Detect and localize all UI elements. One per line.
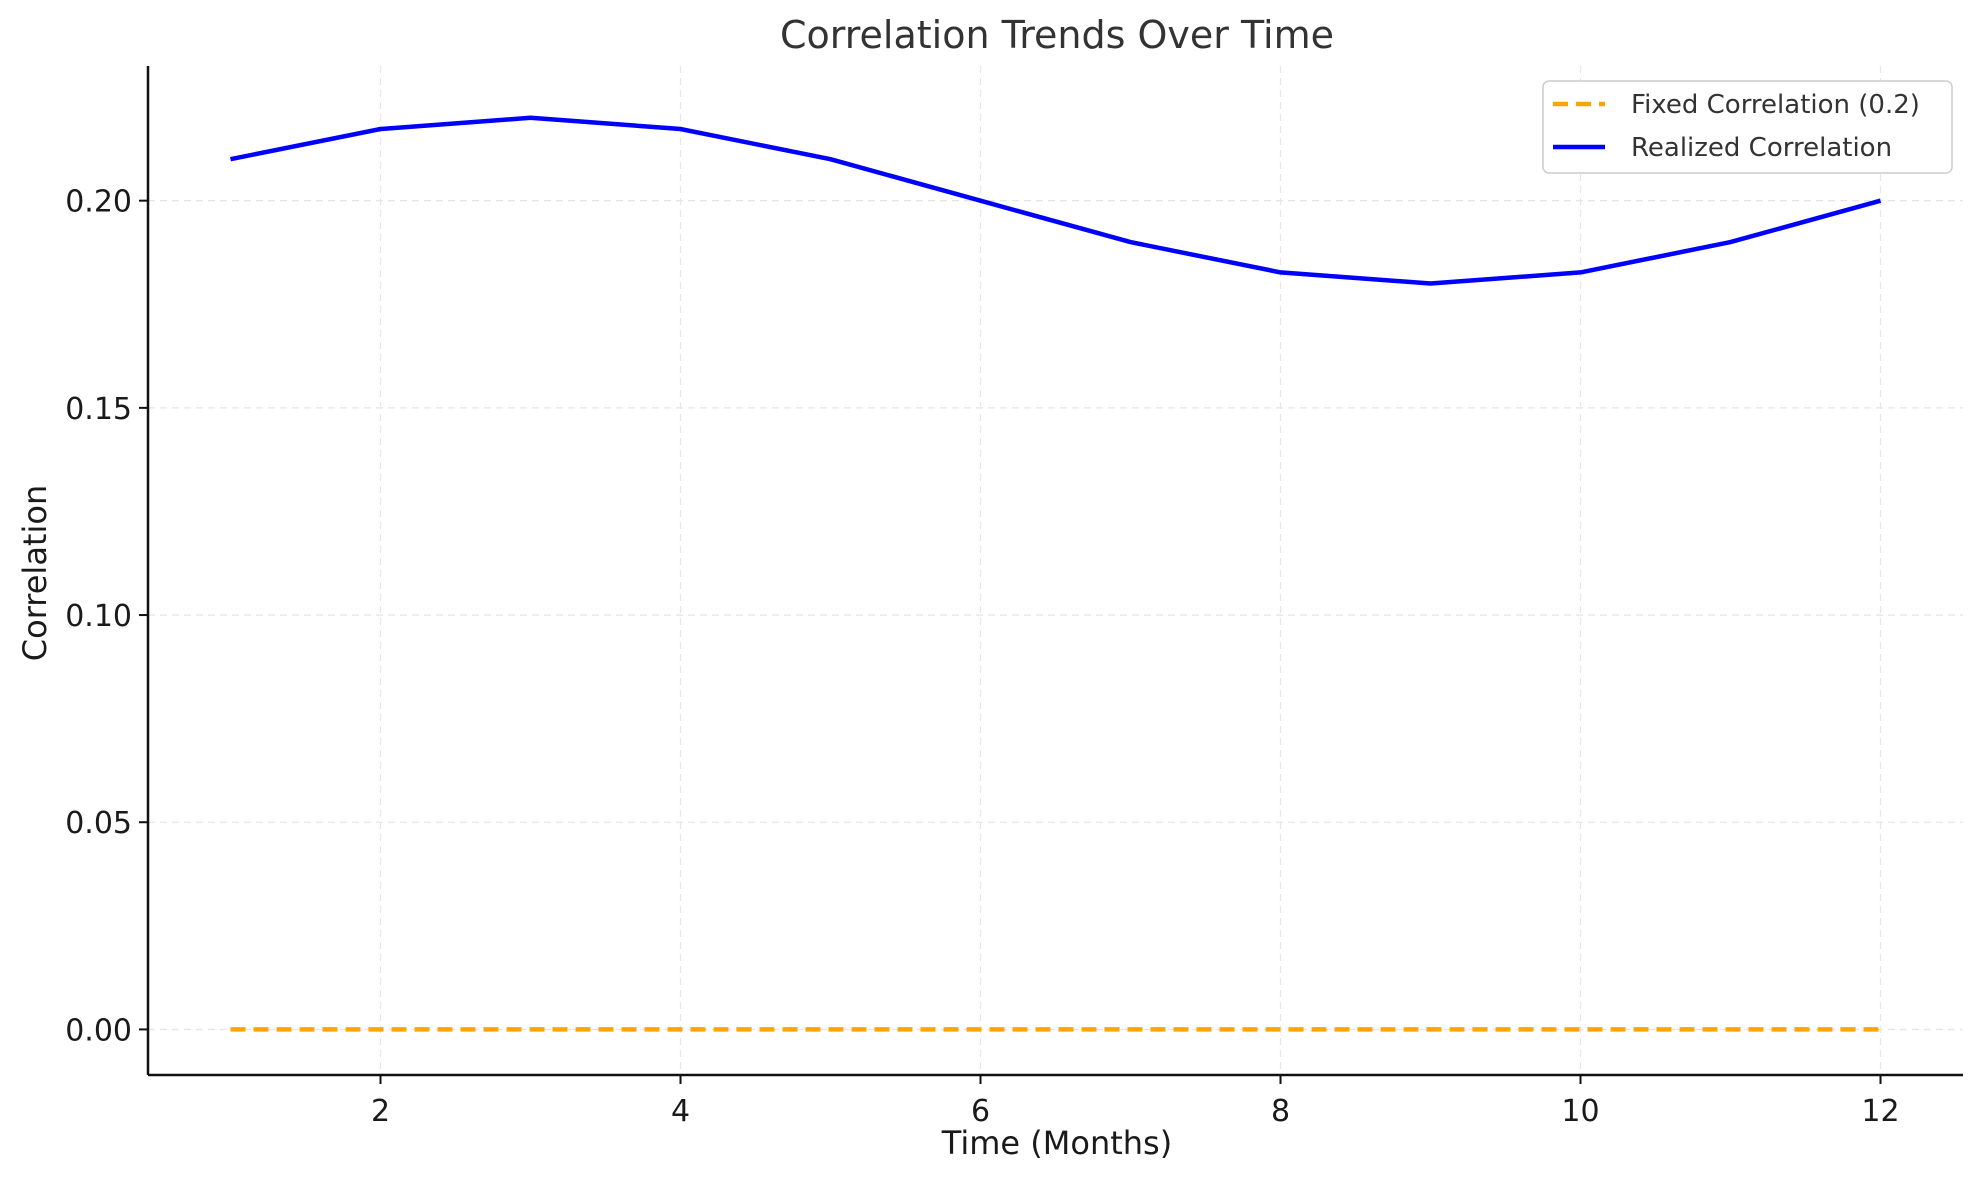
series-layer [230,115,1882,1032]
y-tick-label: 0.10 [65,599,132,634]
y-tick-label: 0.20 [65,185,132,220]
grid-layer [148,66,1963,1075]
x-tick-label: 4 [671,1094,690,1129]
x-tick-label: 12 [1861,1094,1899,1129]
x-tick-label: 2 [371,1094,390,1129]
y-tick-label: 0.15 [65,392,132,427]
legend-realized-label: Realized Correlation [1631,133,1892,163]
y-tick-label: 0.05 [65,806,132,841]
x-axis-label: Time (Months) [941,1124,1172,1162]
realized-correlation-line [230,115,1882,286]
x-tick-label: 10 [1561,1094,1599,1129]
y-tick-label: 0.00 [65,1013,132,1048]
chart-title: Correlation Trends Over Time [780,13,1334,57]
y-axis-label: Correlation [16,485,54,661]
axes-layer: 2 4 6 8 10 12 0.00 0.05 0.10 0.15 0.20 [65,66,1963,1129]
legend-fixed-label: Fixed Correlation (0.2) [1631,90,1920,120]
x-tick-label: 6 [971,1094,990,1129]
legend: Fixed Correlation (0.2) Realized Correla… [1542,80,1953,174]
legend-box [1542,80,1953,174]
x-tick-label: 8 [1271,1094,1290,1129]
